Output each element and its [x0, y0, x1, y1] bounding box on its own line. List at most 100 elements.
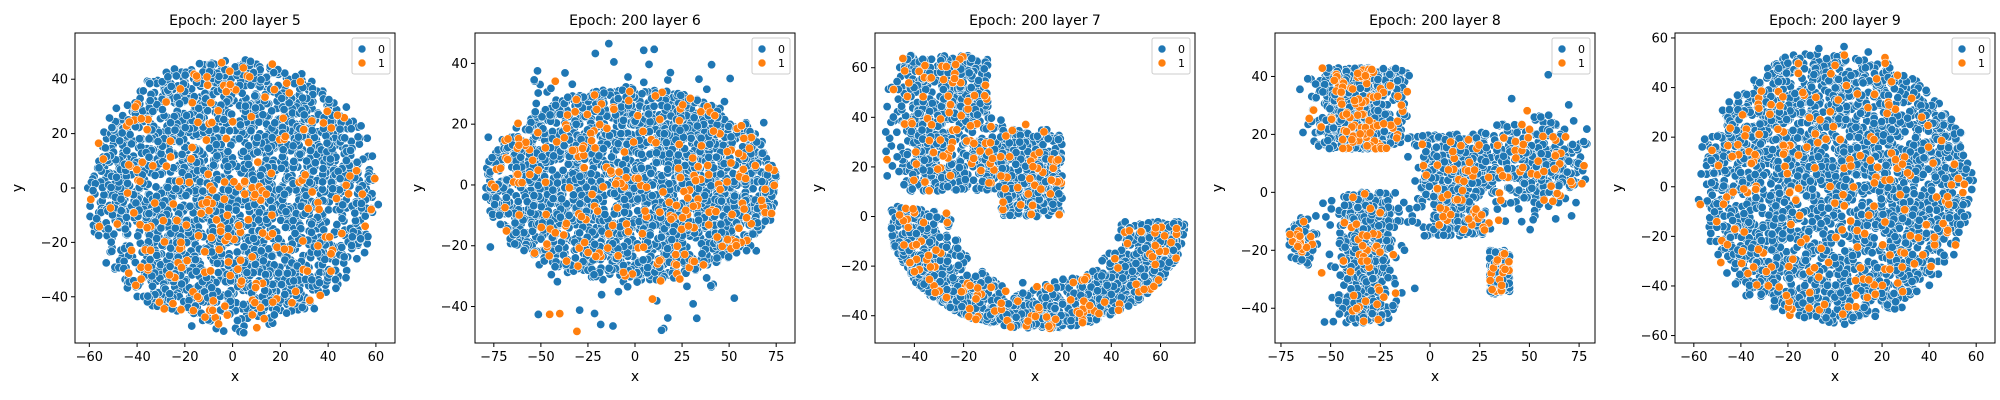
point-class-1 — [202, 72, 212, 82]
point-class-1 — [161, 161, 171, 171]
point-class-0 — [665, 68, 675, 78]
point-class-0 — [123, 178, 133, 188]
point-class-1 — [341, 180, 351, 190]
point-class-0 — [238, 146, 248, 156]
point-class-0 — [180, 123, 190, 133]
point-class-0 — [103, 224, 113, 234]
point-class-0 — [529, 75, 539, 85]
point-class-1 — [307, 187, 317, 197]
point-class-0 — [356, 234, 366, 244]
point-class-1 — [124, 268, 134, 278]
point-class-1 — [282, 78, 292, 88]
point-class-0 — [662, 102, 672, 112]
point-class-1 — [501, 226, 511, 236]
point-class-0 — [494, 210, 504, 220]
point-class-0 — [277, 280, 287, 290]
point-class-0 — [122, 146, 132, 156]
point-class-0 — [143, 291, 153, 301]
point-class-0 — [127, 139, 137, 149]
point-class-0 — [351, 216, 361, 226]
scatter-svg: Epoch: 200 layer 6−75 −50 −25 0 25 50 75−40−20… — [410, 13, 796, 385]
point-class-1 — [192, 71, 202, 81]
point-class-0 — [604, 39, 614, 49]
point-class-1 — [269, 85, 279, 95]
point-class-0 — [347, 241, 357, 251]
point-class-1 — [291, 286, 301, 296]
x-tick-label: 60 — [368, 350, 385, 365]
point-class-0 — [724, 121, 734, 131]
point-class-0 — [673, 150, 683, 160]
y-tick-label: 20 — [51, 127, 68, 142]
point-class-0 — [692, 121, 702, 131]
point-class-1 — [131, 280, 141, 290]
point-class-0 — [726, 132, 736, 142]
point-class-0 — [661, 138, 671, 148]
scatter-points — [481, 39, 781, 336]
point-class-1 — [260, 92, 270, 102]
point-class-0 — [748, 184, 758, 194]
point-class-0 — [657, 325, 667, 335]
point-class-0 — [175, 136, 185, 146]
point-class-1 — [225, 270, 235, 280]
point-class-0 — [352, 254, 362, 264]
point-class-1 — [221, 133, 231, 143]
point-class-0 — [335, 174, 345, 184]
point-class-0 — [519, 246, 529, 256]
point-class-0 — [613, 94, 623, 104]
point-class-1 — [187, 98, 197, 108]
point-class-1 — [94, 138, 104, 148]
point-class-0 — [608, 321, 618, 331]
point-class-1 — [326, 266, 336, 276]
point-class-0 — [706, 181, 716, 191]
point-class-0 — [609, 188, 619, 198]
point-class-0 — [255, 170, 265, 180]
point-class-1 — [194, 231, 204, 241]
point-class-0 — [599, 88, 609, 98]
point-class-0 — [223, 224, 233, 234]
point-class-0 — [546, 270, 556, 280]
point-class-0 — [706, 281, 716, 291]
point-class-1 — [295, 77, 305, 87]
point-class-1 — [124, 160, 134, 170]
point-class-0 — [692, 313, 702, 323]
point-class-1 — [142, 223, 152, 233]
point-class-0 — [667, 235, 677, 245]
point-class-1 — [188, 306, 198, 316]
point-class-0 — [163, 183, 173, 193]
point-class-1 — [268, 297, 278, 307]
point-class-1 — [672, 241, 682, 251]
point-class-1 — [130, 102, 140, 112]
point-class-0 — [194, 103, 204, 113]
point-class-0 — [107, 123, 117, 133]
point-class-0 — [211, 140, 221, 150]
point-class-0 — [250, 91, 260, 101]
point-class-0 — [689, 113, 699, 123]
point-class-0 — [511, 228, 521, 238]
point-class-0 — [246, 56, 256, 66]
point-class-0 — [256, 75, 266, 85]
point-class-0 — [356, 198, 366, 208]
point-class-1 — [142, 125, 152, 135]
point-class-0 — [589, 270, 599, 280]
point-class-0 — [290, 228, 300, 238]
point-class-0 — [646, 168, 656, 178]
point-class-0 — [289, 276, 299, 286]
point-class-0 — [616, 129, 626, 139]
chart-panel-6: Epoch: 200 layer 6 −75 −50 −25 0 25 50 75 −40 −20… — [400, 0, 800, 400]
point-class-0 — [150, 170, 160, 180]
point-class-1 — [357, 189, 367, 199]
point-class-1 — [246, 112, 256, 122]
point-class-0 — [590, 239, 600, 249]
point-class-0 — [152, 233, 162, 243]
point-class-0 — [639, 77, 649, 87]
point-class-1 — [305, 295, 315, 305]
point-class-1 — [154, 297, 164, 307]
x-axis-label: x — [231, 369, 239, 385]
point-class-0 — [320, 254, 330, 264]
point-class-0 — [130, 257, 140, 267]
point-class-0 — [360, 248, 370, 258]
point-class-0 — [288, 216, 298, 226]
point-class-1 — [184, 177, 194, 187]
point-class-0 — [341, 156, 351, 166]
point-class-0 — [530, 107, 540, 117]
